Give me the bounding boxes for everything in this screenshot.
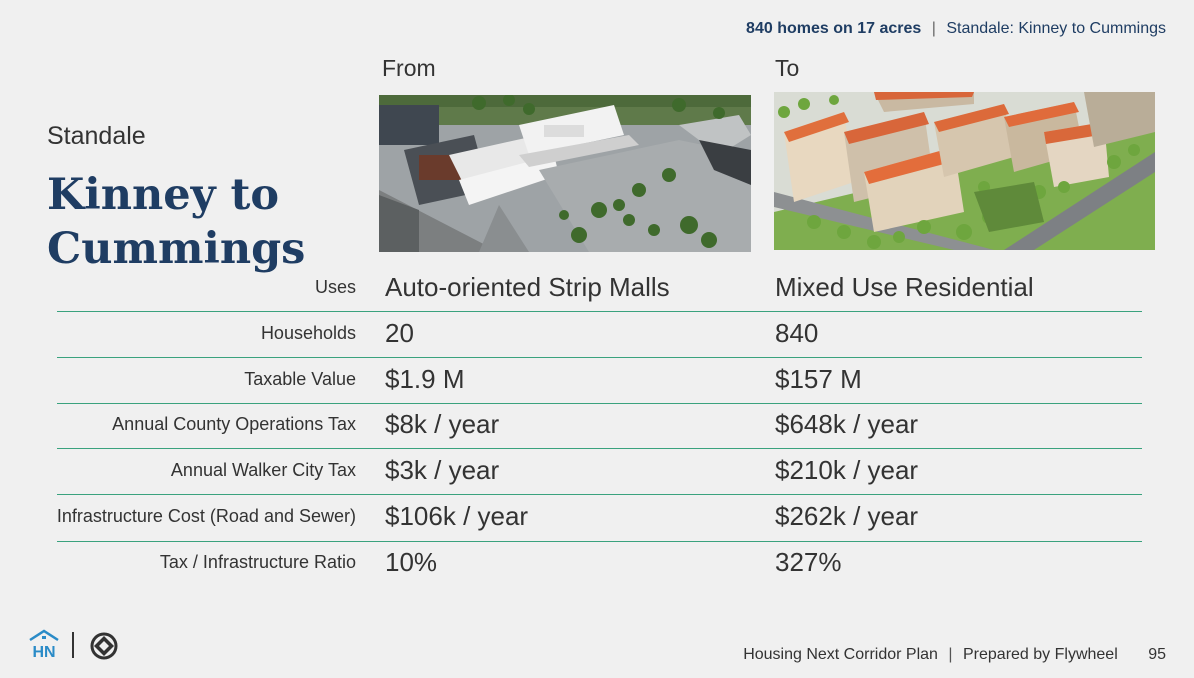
from-column-label: From [382, 55, 436, 81]
to-value: $157 M [775, 364, 862, 394]
row-label: Households [260, 323, 356, 343]
aerial-photo-strip-malls [379, 95, 751, 252]
row-label: Infrastructure Cost (Road and Sewer) [56, 506, 356, 526]
row-divider [57, 403, 1142, 404]
to-value: 840 [775, 318, 819, 348]
from-value: Auto-oriented Strip Malls [385, 272, 670, 302]
row-divider [57, 494, 1142, 495]
table-row: Uses Auto-oriented Strip Malls Mixed Use… [0, 268, 1194, 314]
slide-footer: Housing Next Corridor Plan | Prepared by… [743, 646, 1166, 664]
to-value: Mixed Use Residential [775, 272, 1034, 302]
to-value: $648k / year [775, 409, 919, 439]
table-row: Households 20 840 [0, 314, 1194, 360]
row-label: Taxable Value [244, 369, 356, 389]
footer-separator: | [948, 646, 953, 663]
table-row: Annual Walker City Tax $3k / year $210k … [0, 451, 1194, 497]
footer-prepared: Prepared by Flywheel [963, 646, 1118, 663]
table-row: Tax / Infrastructure Ratio 10% 327% [0, 543, 1194, 589]
page-title: Kinney to Cummings [47, 170, 306, 274]
table-row: Infrastructure Cost (Road and Sewer) $10… [0, 497, 1194, 543]
table-row: Taxable Value $1.9 M $157 M [0, 360, 1194, 406]
header-subtitle: Standale: Kinney to Cummings [946, 20, 1166, 37]
from-value: $1.9 M [385, 364, 465, 394]
to-column-label: To [775, 55, 800, 81]
housing-next-logo-text: HN [32, 644, 55, 660]
place-name: Standale [47, 122, 146, 150]
slide-header: 840 homes on 17 acres | Standale: Kinney… [746, 20, 1166, 38]
row-label: Tax / Infrastructure Ratio [159, 552, 356, 572]
from-value: $106k / year [385, 501, 529, 531]
row-divider [57, 311, 1142, 312]
row-label: Annual Walker City Tax [170, 460, 356, 480]
flywheel-logo [90, 632, 118, 660]
from-value: $8k / year [385, 409, 500, 439]
to-value: 327% [775, 547, 842, 577]
to-value: $262k / year [775, 501, 919, 531]
row-divider [57, 448, 1142, 449]
rendering-mixed-use-residential [774, 92, 1155, 250]
row-divider [57, 541, 1142, 542]
row-label: Uses [314, 277, 356, 297]
table-row: Annual County Operations Tax $8k / year … [0, 405, 1194, 451]
row-divider [57, 357, 1142, 358]
header-separator: | [931, 20, 936, 37]
header-highlight: 840 homes on 17 acres [746, 20, 922, 37]
logo-divider [72, 632, 74, 658]
from-value: 20 [385, 318, 414, 348]
from-value: $3k / year [385, 455, 500, 485]
page-number: 95 [1148, 646, 1166, 663]
to-value: $210k / year [775, 455, 919, 485]
housing-next-logo: HN [28, 628, 60, 661]
footer-plan: Housing Next Corridor Plan [743, 646, 938, 663]
from-value: 10% [385, 547, 438, 577]
row-label: Annual County Operations Tax [112, 414, 356, 434]
